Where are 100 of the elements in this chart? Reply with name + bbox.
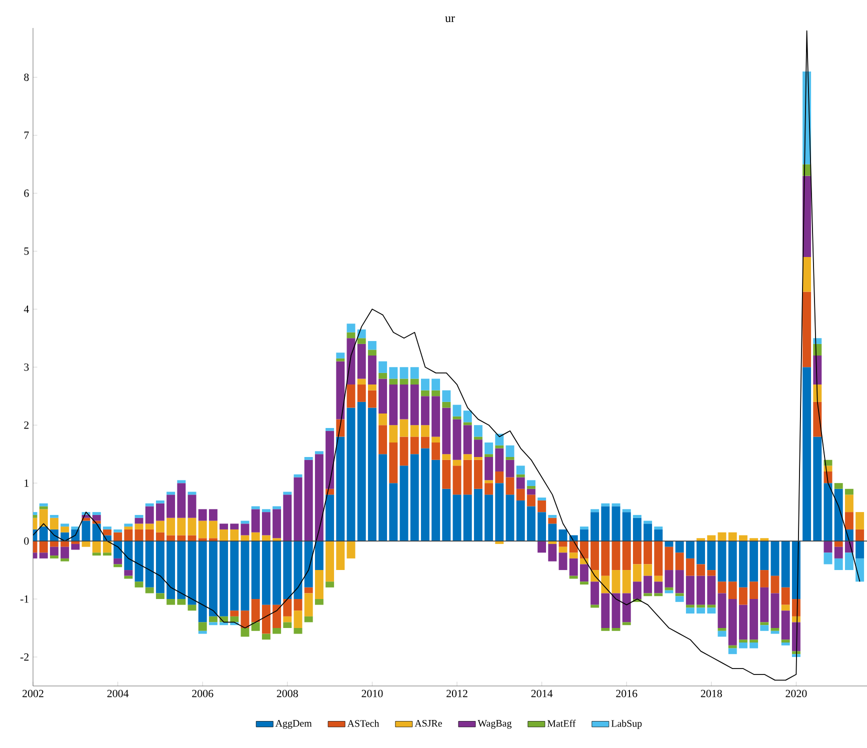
bar	[378, 414, 388, 426]
bar	[336, 361, 345, 420]
bar	[834, 541, 843, 547]
bar	[124, 526, 133, 530]
bar	[526, 494, 536, 506]
bar	[368, 341, 376, 350]
bar	[240, 541, 250, 611]
bar	[400, 419, 408, 437]
bar	[834, 483, 843, 489]
bar	[686, 608, 694, 614]
bar	[346, 384, 356, 408]
bar	[590, 541, 600, 570]
bar	[262, 509, 270, 512]
bar	[781, 587, 790, 605]
bar	[452, 419, 462, 460]
bar	[283, 616, 292, 622]
bar	[262, 512, 270, 536]
legend-label: MatEff	[547, 720, 576, 727]
bar	[410, 436, 419, 454]
bar	[60, 526, 70, 532]
legend-label: ASTech	[347, 720, 380, 727]
bar	[580, 529, 588, 542]
bar	[452, 494, 462, 542]
bar	[707, 541, 716, 570]
bar	[50, 556, 58, 558]
y-tick-label: -1	[20, 595, 28, 603]
bar	[304, 460, 313, 542]
bar	[738, 642, 748, 648]
bar	[548, 524, 557, 542]
bar	[102, 541, 112, 553]
bar	[654, 576, 663, 582]
bar	[283, 622, 292, 628]
bar	[156, 500, 164, 504]
bar	[452, 466, 462, 495]
bar	[294, 610, 302, 628]
bar	[770, 541, 780, 576]
bar	[198, 509, 207, 521]
bar	[844, 488, 854, 495]
bar	[802, 367, 812, 542]
bar	[400, 378, 408, 385]
bar	[114, 541, 122, 558]
bar	[114, 564, 122, 568]
bar	[357, 402, 366, 542]
bar	[750, 640, 758, 643]
bar	[294, 474, 302, 478]
bar	[124, 541, 133, 570]
bar	[664, 570, 674, 588]
bar	[346, 408, 356, 542]
bar	[124, 524, 133, 527]
bar	[781, 604, 790, 611]
bar	[675, 541, 684, 553]
bar	[50, 546, 58, 556]
bar	[262, 541, 270, 605]
bar	[484, 454, 494, 457]
bar	[580, 582, 588, 585]
bar	[644, 524, 652, 542]
x-tick-label: 2016	[616, 690, 638, 698]
bar	[844, 494, 854, 512]
bar	[612, 541, 620, 570]
bar	[484, 442, 494, 454]
bar	[506, 456, 514, 460]
bar	[696, 608, 706, 614]
bar	[738, 587, 748, 605]
bar	[612, 503, 620, 506]
bar	[198, 541, 207, 622]
bar	[632, 514, 642, 518]
bar	[134, 529, 144, 542]
bar	[664, 587, 674, 590]
bar	[686, 576, 694, 605]
bar	[622, 622, 631, 626]
bar	[442, 402, 451, 408]
bar	[156, 532, 164, 542]
y-tick-label: 2	[24, 421, 29, 429]
bar	[590, 509, 600, 512]
bar	[304, 456, 313, 460]
bar	[50, 541, 58, 547]
bar	[463, 410, 472, 422]
bar	[272, 509, 282, 538]
bar	[442, 460, 451, 489]
bar	[145, 503, 154, 506]
bar	[283, 541, 292, 600]
bar	[632, 564, 642, 582]
bar	[304, 587, 313, 594]
bar	[495, 471, 504, 484]
chart-title: ur	[445, 16, 455, 22]
bar	[474, 456, 482, 460]
legend-label: ASJRe	[414, 720, 442, 727]
bar	[50, 514, 58, 518]
bar	[696, 564, 706, 576]
bar	[368, 390, 376, 408]
bar	[166, 541, 176, 600]
bar	[357, 338, 366, 344]
bar	[188, 518, 196, 536]
bar	[590, 512, 600, 542]
bar	[92, 524, 101, 542]
bar	[718, 582, 726, 594]
bar	[781, 642, 790, 646]
bar	[166, 599, 176, 605]
bar	[314, 599, 324, 605]
x-tick-label: 2008	[276, 690, 298, 698]
